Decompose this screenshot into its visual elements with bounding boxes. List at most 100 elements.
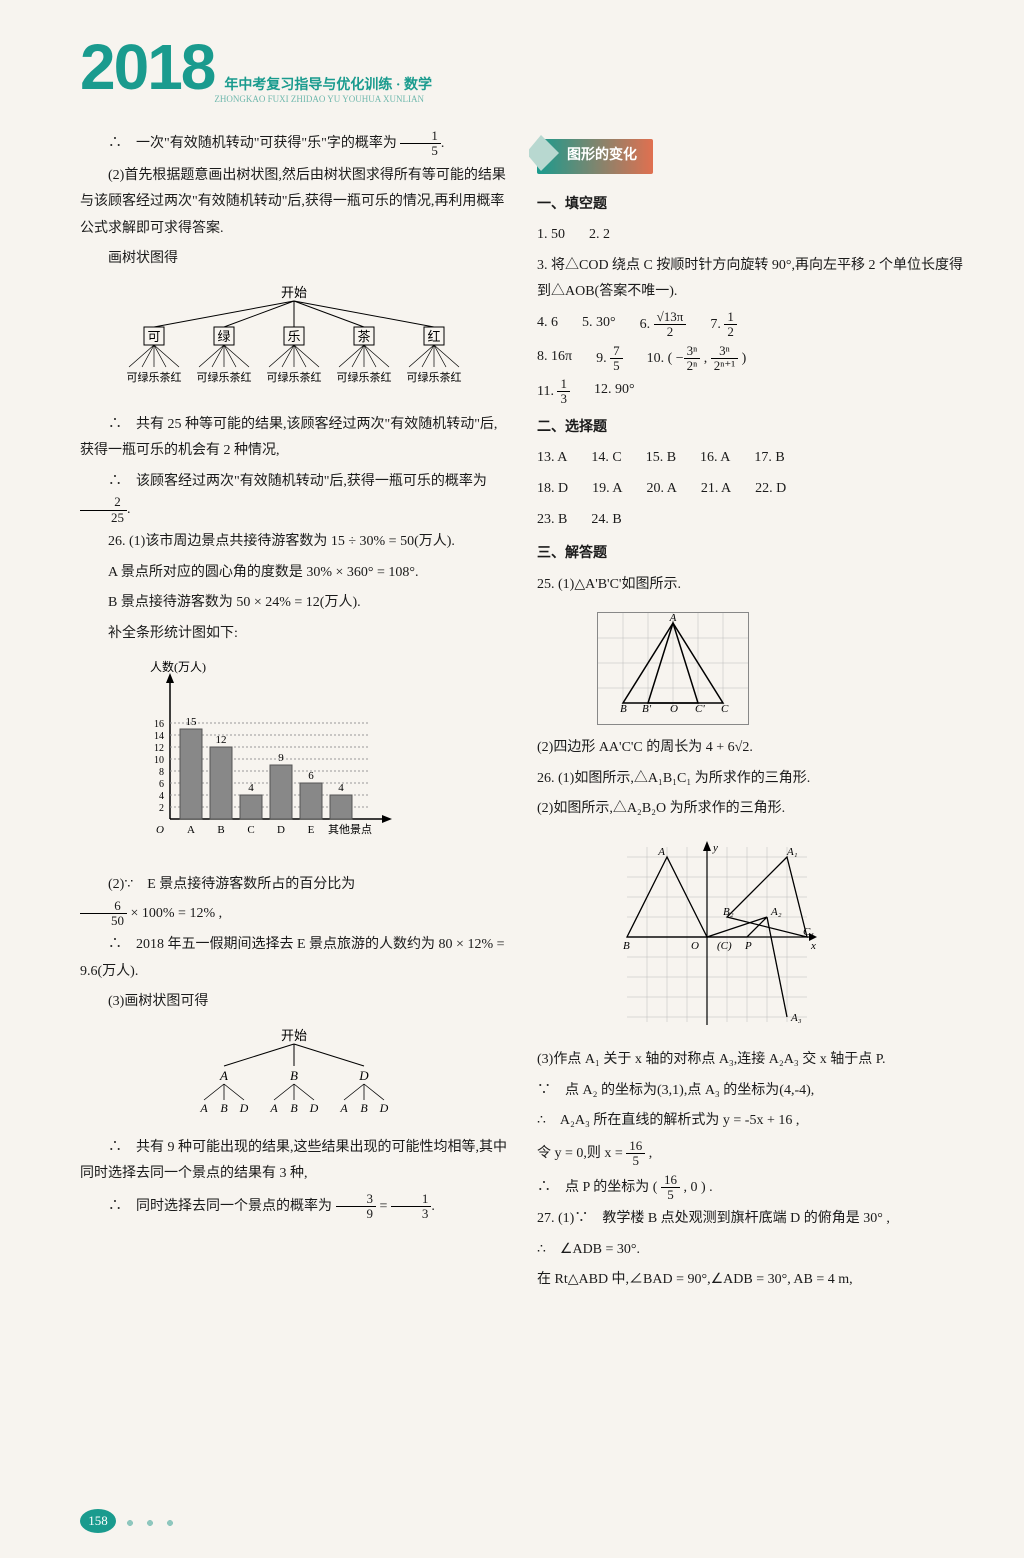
text: = (380, 1199, 391, 1214)
c16: 16. A (700, 445, 730, 472)
p12: (3)画树状图可得 (80, 989, 507, 1016)
svg-text:B: B (623, 940, 630, 952)
left-column: ∴ 一次"有效随机转动"可获得"乐"字的概率为 1 5 . (2)首先根据题意画… (80, 129, 507, 1298)
numerator: 1 (557, 377, 570, 392)
fraction: √13π2 (654, 310, 687, 340)
svg-text:茶: 茶 (357, 329, 370, 344)
fraction: 1 3 (391, 1192, 432, 1222)
tree-level1: 可 绿 乐 茶 红 (144, 327, 444, 345)
c20: 20. A (646, 476, 676, 503)
denominator: 3 (391, 1207, 432, 1221)
right-column: 图形的变化 一、填空题 1. 50 2. 2 3. 将△COD 绕点 C 按顺时… (537, 129, 964, 1298)
tree-root: 开始 (280, 285, 306, 300)
text: . (431, 1199, 435, 1214)
a3: 3. 将△COD 绕点 C 按顺时针方向旋转 90°,再向左平移 2 个单位长度… (537, 253, 964, 306)
svg-text:E: E (308, 824, 315, 836)
tree-level2: 可绿乐茶红 可绿乐茶红 可绿乐茶红 可绿乐茶红 可绿乐茶红 (126, 370, 461, 384)
svg-text:A: A (219, 1068, 228, 1083)
a10: 10. ( −3ⁿ2ⁿ , 3ⁿ2ⁿ⁺¹ ) (647, 344, 747, 374)
denominator: 5 (626, 1154, 645, 1168)
s27-3: 在 Rt△ABD 中,∠BAD = 90°,∠ADB = 30°, AB = 4… (537, 1267, 964, 1294)
svg-text:A₁: A₁ (786, 846, 798, 858)
c13: 13. A (537, 445, 567, 472)
text: (2)∵ E 景点接待游客数所占的百分比为 (108, 877, 355, 892)
denominator: 50 (80, 914, 127, 928)
p7: A 景点所对应的圆心角的度数是 30% × 360° = 108°. (80, 560, 507, 587)
s27-2: ∴ ∠ADB = 30°. (537, 1237, 964, 1264)
denominator: 25 (80, 511, 127, 525)
page: 2018 年中考复习指导与优化训练 · 数学 ZHONGKAO FUXI ZHI… (0, 0, 1024, 1558)
s26-7: ∴ 点 P 的坐标为 ( 165 , 0 ) . (537, 1173, 964, 1203)
y-axis-label: 人数(万人) (150, 659, 206, 674)
answer-row: 11. 13 12. 90° (537, 377, 964, 407)
svg-text:A: A (339, 1101, 348, 1115)
fraction: 165 (661, 1173, 680, 1203)
tree-lines (154, 301, 434, 327)
svg-text:4: 4 (248, 782, 254, 794)
p3: 画树状图得 (80, 246, 507, 273)
svg-text:y: y (712, 842, 718, 854)
text: . (441, 136, 445, 151)
text: . (127, 502, 131, 517)
a8: 8. 16π (537, 344, 572, 374)
tree2-svg: 开始 A B D ABD (164, 1026, 424, 1116)
fraction: 12 (724, 310, 737, 340)
svg-text:2: 2 (159, 803, 164, 814)
numerator: 2 (80, 495, 127, 510)
p-prob-le: ∴ 一次"有效随机转动"可获得"乐"字的概率为 1 5 . (80, 129, 507, 159)
denominator: 3 (557, 392, 570, 406)
text: ∴ 该顾客经过两次"有效随机转动"后,获得一瓶可乐的概率为 (108, 474, 487, 489)
svg-text:D: D (358, 1068, 369, 1083)
svg-text:12: 12 (154, 743, 164, 754)
fraction: 6 50 (80, 899, 127, 929)
svg-text:A₂: A₂ (770, 906, 782, 918)
numerator: √13π (654, 310, 687, 325)
svg-text:可绿乐茶红: 可绿乐茶红 (406, 370, 461, 384)
answer-row: 1. 50 2. 2 (537, 222, 964, 249)
svg-text:可: 可 (147, 329, 160, 344)
denominator: 5 (400, 144, 441, 158)
fraction: 13 (557, 377, 570, 407)
answer-row: 23. B 24. B (537, 507, 964, 534)
c17: 17. B (754, 445, 784, 472)
label: 10. (647, 351, 668, 366)
svg-text:A: A (269, 1101, 278, 1115)
denominator: 2 (724, 325, 737, 339)
fraction: 3ⁿ2ⁿ (684, 344, 701, 374)
svg-text:14: 14 (154, 731, 164, 742)
fill-heading: 一、填空题 (537, 192, 964, 219)
fraction: 75 (610, 344, 623, 374)
svg-text:乐: 乐 (287, 329, 300, 344)
p11: ∴ 2018 年五一假期间选择去 E 景点旅游的人数约为 80 × 12% = … (80, 932, 507, 985)
tree-diagram-2: 开始 A B D ABD (80, 1026, 507, 1125)
header-pinyin: ZHONGKAO FUXI ZHIDAO YU YOUHUA XUNLIAN (214, 94, 432, 104)
s27-1: 27. (1)∵ 教学楼 B 点处观测到旗杆底端 D 的俯角是 30° , (537, 1206, 964, 1233)
svg-text:15: 15 (186, 716, 198, 728)
denominator: 2ⁿ (684, 359, 701, 373)
numerator: 3ⁿ (711, 344, 738, 359)
svg-text:6: 6 (159, 779, 164, 790)
s25-1: 25. (1)△A'B'C'如图所示. (537, 572, 964, 599)
svg-text:C: C (247, 824, 254, 836)
a9: 9. 75 (596, 344, 623, 374)
svg-text:4: 4 (338, 782, 344, 794)
tree1-svg: 开始 可 绿 乐 茶 红 (114, 283, 474, 393)
p10: (2)∵ E 景点接待游客数所占的百分比为 6 50 × 100% = 12% … (80, 872, 507, 928)
numerator: 6 (80, 899, 127, 914)
svg-text:B₂: B₂ (723, 906, 734, 918)
svg-text:A₃: A₃ (790, 1012, 802, 1024)
c14: 14. C (591, 445, 621, 472)
svg-text:A: A (657, 846, 665, 858)
numerator: 7 (610, 344, 623, 359)
c23: 23. B (537, 507, 567, 534)
header-year: 2018 (80, 30, 214, 104)
bars: 15 12 4 9 6 4 (180, 716, 352, 819)
p9: 补全条形统计图如下: (80, 621, 507, 648)
svg-text:C: C (721, 703, 729, 713)
svg-text:可绿乐茶红: 可绿乐茶红 (196, 370, 251, 384)
svg-text:B: B (290, 1101, 298, 1115)
svg-text:绿: 绿 (217, 329, 230, 344)
a7: 7. 12 (710, 310, 737, 340)
c21: 21. A (701, 476, 731, 503)
svg-text:其他景点: 其他景点 (328, 823, 372, 836)
